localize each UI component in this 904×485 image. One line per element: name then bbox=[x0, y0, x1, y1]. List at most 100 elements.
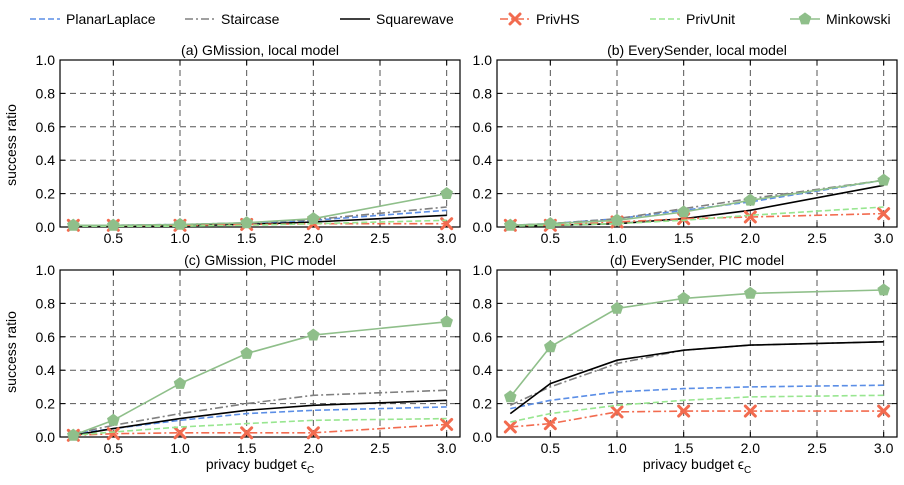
x-tick-label: 1.5 bbox=[237, 440, 257, 456]
x-tick-label: 2.0 bbox=[741, 230, 761, 246]
gridlines bbox=[497, 269, 897, 438]
data-point bbox=[67, 428, 80, 441]
x-tick-label: 2.0 bbox=[304, 440, 324, 456]
panel-title: (d) EverySender, PIC model bbox=[610, 252, 784, 268]
series-line bbox=[509, 341, 884, 415]
data-point bbox=[503, 420, 517, 434]
y-tick-label: 0.8 bbox=[473, 85, 493, 101]
series-line bbox=[510, 206, 884, 227]
x-tick-label: 2.5 bbox=[807, 440, 827, 456]
y-tick-label: 1.0 bbox=[36, 262, 56, 278]
legend-item-planarlaplace: PlanarLaplace bbox=[30, 11, 156, 27]
y-tick-label: 0.8 bbox=[36, 85, 56, 101]
data-point bbox=[677, 404, 691, 418]
data-point bbox=[240, 216, 253, 229]
series-minkowski bbox=[67, 186, 453, 231]
y-tick-label: 1.0 bbox=[473, 52, 493, 68]
chart-panel-4: 0.5 1.0 1.5 2.0 2.5 3.0 0.0 0.2 0.4 0.6 0.8 1.0 (d) … bbox=[473, 252, 898, 456]
x-axis-label-right-text: privacy budget ϵ bbox=[643, 456, 744, 472]
y-tick-label: 0.6 bbox=[473, 329, 493, 345]
series-line bbox=[510, 179, 884, 227]
data-point bbox=[744, 193, 757, 206]
y-tick-label: 0.6 bbox=[473, 119, 493, 135]
series-line bbox=[510, 410, 884, 428]
x-axis-label-left-text: privacy budget ϵ bbox=[206, 456, 307, 472]
y-axis-label-top: success ratio bbox=[3, 104, 19, 186]
x-tick-label: 0.5 bbox=[541, 230, 561, 246]
data-point bbox=[173, 426, 187, 440]
data-point bbox=[743, 210, 757, 224]
series-privunit bbox=[510, 394, 884, 423]
legend-label: PlanarLaplace bbox=[66, 11, 156, 27]
data-point bbox=[743, 404, 757, 418]
series-line bbox=[73, 406, 447, 435]
data-point bbox=[504, 390, 517, 403]
plot-frame bbox=[496, 269, 898, 438]
y-tick-label: 0.4 bbox=[36, 362, 56, 378]
panel-title: (c) GMission, PIC model bbox=[184, 252, 336, 268]
data-point bbox=[677, 205, 690, 218]
legend-marker bbox=[798, 12, 812, 25]
series-line bbox=[509, 289, 884, 398]
series-staircase bbox=[509, 341, 884, 407]
chart-panel-1: 0.5 1.0 1.5 2.0 2.5 3.0 0.0 0.2 0.4 0.6 0.8 1.0 (a) … bbox=[36, 42, 461, 246]
data-point bbox=[440, 186, 453, 199]
series-staircase bbox=[510, 179, 884, 227]
legend-label: Squarewave bbox=[376, 11, 454, 27]
x-tick-label: 0.5 bbox=[104, 440, 124, 456]
series-squarewave bbox=[510, 184, 884, 227]
series-privhs bbox=[503, 404, 891, 434]
y-tick-label: 0.6 bbox=[36, 329, 56, 345]
legend-label: PrivUnit bbox=[686, 11, 735, 27]
x-tick-label: 3.0 bbox=[437, 440, 457, 456]
series-privunit bbox=[510, 206, 884, 227]
x-tick-label: 1.0 bbox=[170, 230, 190, 246]
series-line bbox=[73, 417, 447, 437]
series-line bbox=[73, 389, 447, 435]
legend-marker bbox=[508, 12, 522, 26]
series-minkowski bbox=[504, 173, 890, 231]
data-point bbox=[543, 417, 557, 431]
y-tick-label: 0.4 bbox=[36, 152, 56, 168]
x-tick-label: 0.5 bbox=[541, 440, 561, 456]
legend-label: Staircase bbox=[221, 11, 280, 27]
y-tick-label: 0.0 bbox=[36, 219, 56, 235]
x-axis-label-right-subscript: C bbox=[744, 465, 751, 476]
chart-panels: 0.5 1.0 1.5 2.0 2.5 3.0 0.0 0.2 0.4 0.6 0.8 1.0 (a) … bbox=[36, 42, 898, 456]
data-point bbox=[240, 426, 254, 440]
plot-frame bbox=[59, 269, 461, 438]
x-tick-label: 1.0 bbox=[170, 440, 190, 456]
series-line bbox=[510, 394, 884, 423]
series-line bbox=[510, 384, 884, 410]
data-point bbox=[307, 328, 320, 341]
series-line bbox=[73, 321, 447, 437]
data-point bbox=[107, 413, 120, 426]
legend-item-staircase: Staircase bbox=[185, 11, 280, 27]
y-tick-label: 0.2 bbox=[473, 186, 493, 202]
y-tick-label: 0.4 bbox=[473, 152, 493, 168]
plot-frame bbox=[59, 59, 461, 228]
x-tick-label: 3.0 bbox=[437, 230, 457, 246]
legend-item-squarewave: Squarewave bbox=[340, 11, 454, 27]
legend: PlanarLaplace Staircase Squarewave PrivHS Pr… bbox=[30, 11, 891, 27]
data-point bbox=[610, 405, 624, 419]
x-tick-label: 1.0 bbox=[607, 230, 627, 246]
series-planarlaplace bbox=[510, 179, 884, 227]
series-line bbox=[509, 341, 884, 407]
data-point bbox=[877, 283, 890, 296]
x-tick-label: 2.5 bbox=[370, 440, 390, 456]
y-tick-label: 1.0 bbox=[473, 262, 493, 278]
series-line bbox=[510, 184, 884, 227]
y-tick-label: 0.2 bbox=[473, 396, 493, 412]
series-line bbox=[510, 179, 884, 227]
x-tick-label: 1.5 bbox=[674, 230, 694, 246]
data-point bbox=[610, 213, 624, 226]
legend-label: Minkowski bbox=[826, 11, 891, 27]
plot-frame bbox=[496, 59, 898, 228]
series-line bbox=[510, 212, 884, 227]
series-line bbox=[510, 179, 884, 227]
chart-panel-3: 0.5 1.0 1.5 2.0 2.5 3.0 0.0 0.2 0.4 0.6 0.8 1.0 (c) … bbox=[36, 252, 461, 456]
x-tick-label: 2.5 bbox=[807, 230, 827, 246]
series-line bbox=[73, 192, 447, 227]
